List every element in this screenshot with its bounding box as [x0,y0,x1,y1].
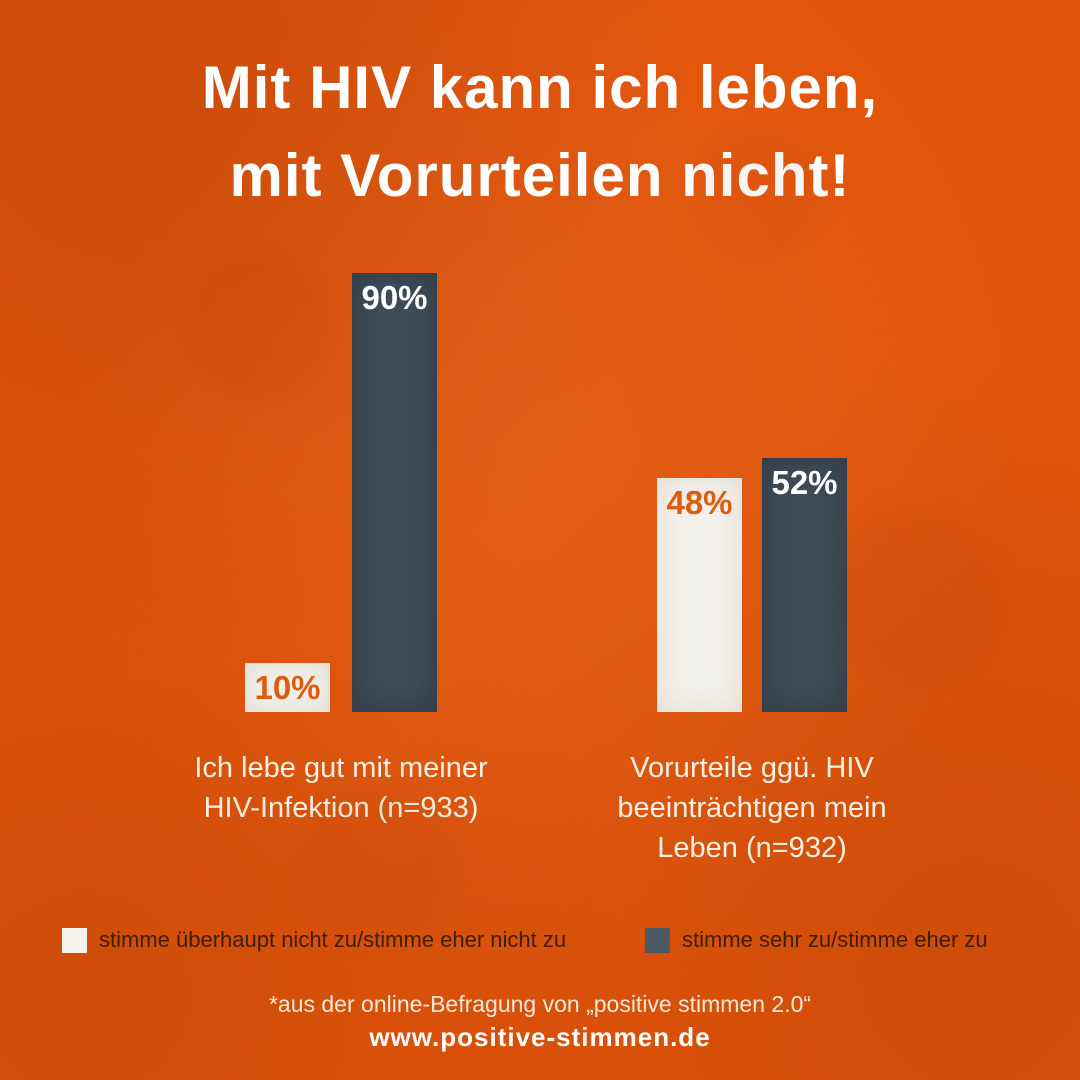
bar-group-2: 48% 52% [657,458,847,712]
category-label-2: Vorurteile ggü. HIV beeinträchtigen mein… [552,748,952,868]
bar-agree-group2: 52% [762,458,847,712]
legend-label-disagree: stimme überhaupt nicht zu/stimme eher ni… [99,927,567,952]
bar-agree-group1: 90% [352,273,437,712]
bar-disagree-group1: 10% [245,663,330,712]
category-label-1-line2: HIV-Infektion (n=933) [203,792,479,824]
legend-label-agree: stimme sehr zu/stimme eher zu [682,927,988,952]
category-label-2-line2: beeinträchtigen mein [617,792,887,824]
source-note: *aus der online-Befragung von „positive … [268,991,812,1017]
category-label-1: Ich lebe gut mit meiner HIV-Infektion (n… [141,748,541,828]
bar-value-label: 10% [254,669,321,706]
bar-value-label: 90% [361,279,428,316]
bar-value-label: 52% [771,464,838,501]
category-label-2-line1: Vorurteile ggü. HIV [630,752,874,784]
legend-swatch-dark [645,927,670,953]
bar-value-label: 48% [666,484,733,521]
page-title: Mit HIV kann ich leben, mit Vorurteilen … [0,44,1080,220]
bar-group-1: 10% 90% [245,273,437,712]
bar-disagree-group2: 48% [657,478,742,712]
category-label-1-line1: Ich lebe gut mit meiner [194,752,488,784]
website-url: www.positive-stimmen.de [369,1022,711,1052]
category-label-2-line3: Leben (n=932) [657,832,847,864]
title-line-2: mit Vorurteilen nicht! [229,142,851,209]
legend-item-disagree: stimme überhaupt nicht zu/stimme eher ni… [62,927,566,953]
legend-item-agree: stimme sehr zu/stimme eher zu [645,927,988,953]
title-line-1: Mit HIV kann ich leben, [201,54,879,121]
legend-swatch-light [62,927,87,953]
